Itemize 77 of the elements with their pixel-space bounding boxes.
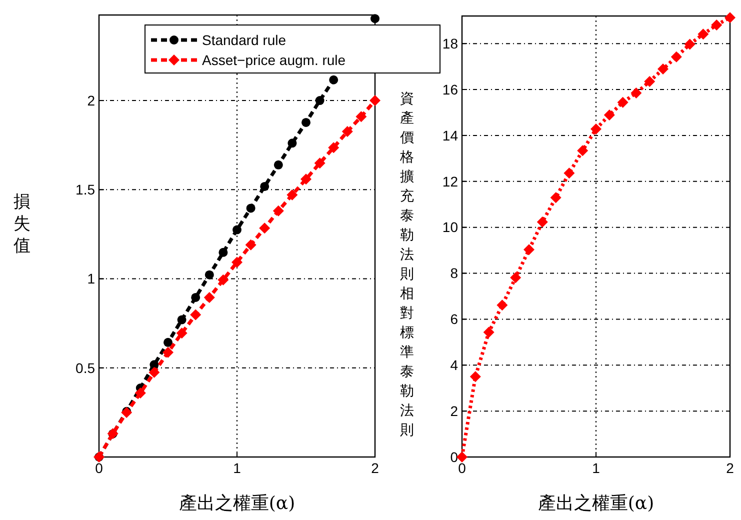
point [204, 292, 215, 303]
point [370, 14, 380, 24]
point [670, 51, 682, 62]
point [314, 158, 326, 169]
y-axis-title: 損失值 [14, 192, 30, 256]
point [356, 111, 367, 122]
point [232, 225, 242, 234]
point [711, 19, 722, 30]
x-tick-label: 2 [726, 460, 734, 476]
y-tick-label: 1 [87, 270, 96, 287]
point [342, 126, 353, 138]
x-tick-label: 1 [592, 460, 600, 476]
point [496, 300, 508, 311]
y-tick-label: 4 [450, 357, 458, 374]
point [259, 222, 270, 234]
point [370, 95, 380, 106]
y-tick-label: 2 [450, 402, 458, 419]
point [483, 326, 494, 338]
point [724, 12, 736, 24]
point [524, 244, 534, 256]
y-tick-label: 16 [442, 81, 458, 98]
point [630, 87, 642, 98]
x-tick-label: 2 [371, 460, 380, 476]
point [550, 192, 562, 204]
x-tick-label: 1 [233, 460, 242, 476]
point [644, 76, 656, 87]
point [286, 189, 298, 200]
point [510, 272, 522, 284]
point [536, 216, 548, 228]
point [232, 256, 242, 268]
y-tick-label: 18 [442, 35, 458, 52]
point [272, 205, 284, 216]
point [300, 174, 312, 185]
point [684, 38, 696, 50]
point [246, 204, 256, 213]
point [698, 28, 709, 40]
y-tick-label: 2 [87, 92, 96, 108]
point [190, 309, 202, 320]
point [274, 160, 283, 170]
point [204, 270, 214, 280]
y-tick-label: 0 [450, 448, 458, 465]
y-tick-label: 1.5 [76, 182, 96, 198]
point [177, 315, 186, 324]
y-tick-label: 6 [450, 311, 458, 328]
point [218, 248, 228, 257]
point [315, 96, 324, 106]
point [590, 124, 602, 135]
point [564, 168, 575, 179]
x-axis-title: 產出之權重(α) [178, 493, 296, 514]
x-axis-title: 產出之權重(α) [538, 493, 654, 514]
point [456, 452, 468, 462]
y-tick-label: 12 [442, 173, 458, 190]
point [329, 75, 338, 84]
point [470, 371, 481, 382]
point [288, 138, 297, 148]
y-tick-label: 0.5 [76, 360, 96, 376]
point [162, 346, 174, 358]
point [134, 388, 146, 399]
point [191, 292, 200, 302]
y-tick-label: 8 [450, 265, 458, 282]
y-tick-label: 14 [442, 127, 458, 144]
legend-label: Asset−price augm. rule [202, 52, 346, 68]
point [245, 239, 256, 250]
point [218, 274, 229, 286]
legend-label: Standard rule [202, 32, 286, 48]
point [302, 118, 310, 127]
y-tick-label: 10 [442, 219, 458, 236]
point [604, 109, 615, 120]
point [260, 182, 270, 191]
point [148, 366, 160, 378]
point [617, 96, 628, 108]
point [176, 328, 188, 339]
point [328, 142, 340, 154]
point [577, 145, 588, 156]
point [658, 64, 668, 75]
text: 資產價格擴充泰勒法則相對標準泰勒法則 [400, 91, 414, 438]
point [164, 338, 172, 347]
